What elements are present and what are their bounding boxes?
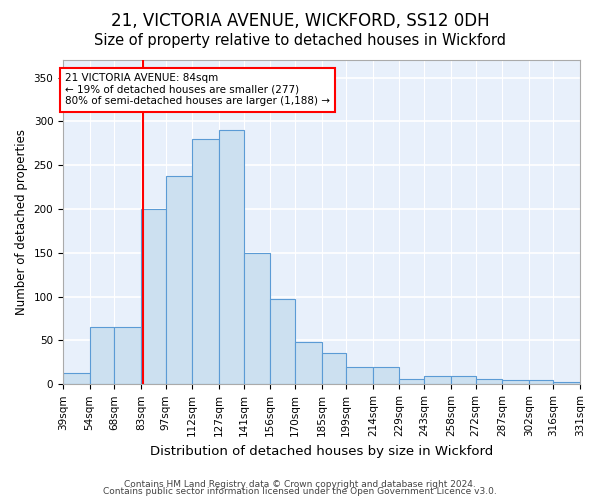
- Bar: [219, 130, 244, 384]
- Bar: [502, 380, 529, 384]
- Bar: [295, 342, 322, 384]
- Bar: [115, 328, 141, 384]
- Bar: [89, 328, 115, 384]
- Text: Size of property relative to detached houses in Wickford: Size of property relative to detached ho…: [94, 32, 506, 48]
- Bar: [322, 353, 346, 384]
- Text: 21, VICTORIA AVENUE, WICKFORD, SS12 0DH: 21, VICTORIA AVENUE, WICKFORD, SS12 0DH: [110, 12, 490, 30]
- Bar: [451, 376, 476, 384]
- Bar: [244, 253, 270, 384]
- Bar: [63, 373, 89, 384]
- Text: Contains public sector information licensed under the Open Government Licence v3: Contains public sector information licen…: [103, 487, 497, 496]
- Text: Contains HM Land Registry data © Crown copyright and database right 2024.: Contains HM Land Registry data © Crown c…: [124, 480, 476, 489]
- Bar: [166, 176, 192, 384]
- Bar: [346, 367, 373, 384]
- Bar: [400, 379, 424, 384]
- Bar: [553, 382, 580, 384]
- Bar: [141, 209, 166, 384]
- Bar: [476, 379, 502, 384]
- Bar: [424, 376, 451, 384]
- Bar: [373, 367, 400, 384]
- Y-axis label: Number of detached properties: Number of detached properties: [15, 129, 28, 315]
- X-axis label: Distribution of detached houses by size in Wickford: Distribution of detached houses by size …: [150, 444, 493, 458]
- Bar: [270, 300, 295, 384]
- Bar: [192, 139, 219, 384]
- Text: 21 VICTORIA AVENUE: 84sqm
← 19% of detached houses are smaller (277)
80% of semi: 21 VICTORIA AVENUE: 84sqm ← 19% of detac…: [65, 73, 330, 106]
- Bar: [529, 380, 553, 384]
